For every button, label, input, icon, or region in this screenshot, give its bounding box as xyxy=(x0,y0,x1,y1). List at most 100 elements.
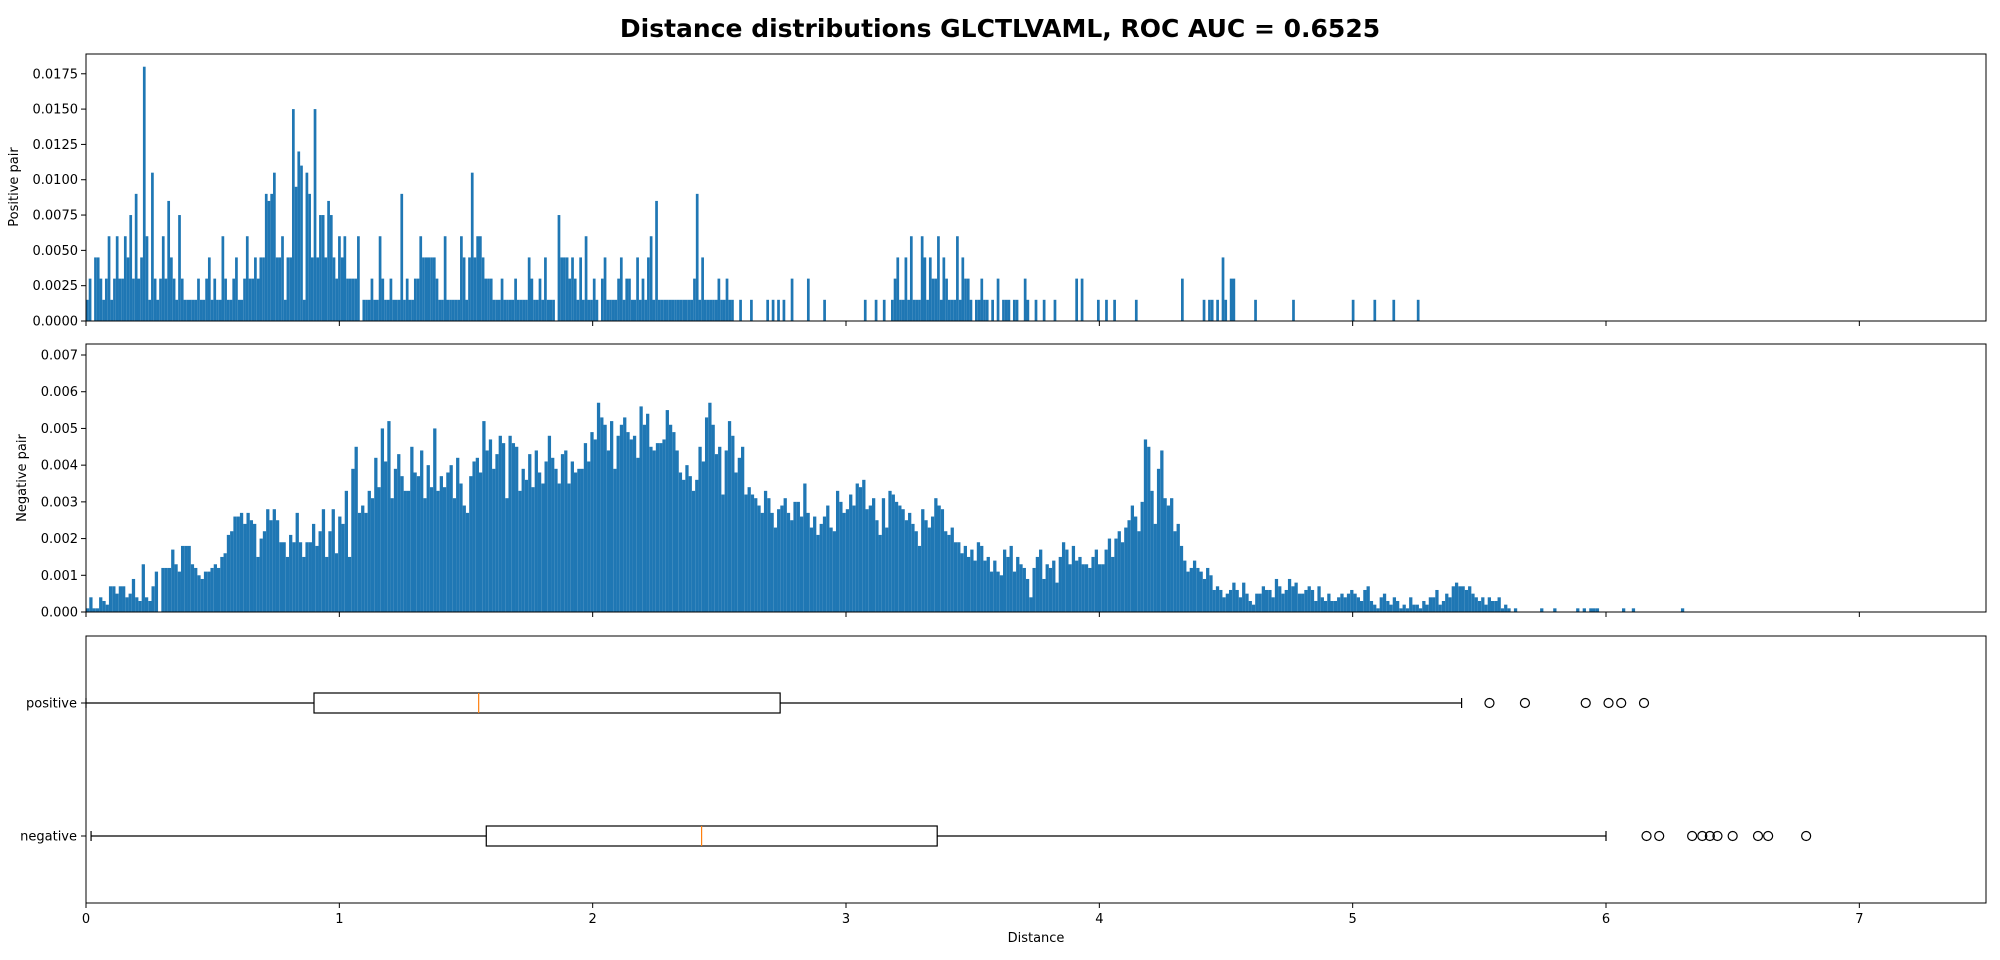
negative-histogram-bar xyxy=(780,505,784,612)
negative-histogram-bar xyxy=(1304,589,1308,612)
negative-histogram-bars xyxy=(86,402,1685,612)
negative-histogram-bar xyxy=(328,531,332,612)
positive-histogram-bar xyxy=(186,299,189,321)
positive-histogram-bar xyxy=(411,299,414,321)
negative-histogram-bar xyxy=(1445,593,1449,612)
negative-histogram-bar xyxy=(1238,597,1243,612)
negative-histogram-bar xyxy=(1379,597,1383,612)
negative-histogram-bar xyxy=(1284,589,1288,612)
negative-x-ticks xyxy=(85,612,1860,617)
negative-histogram-bar xyxy=(1202,578,1207,612)
negative-histogram-bar xyxy=(1212,589,1216,612)
negative-histogram-bar xyxy=(839,501,843,612)
positive-histogram-bar xyxy=(451,299,455,321)
positive-histogram-bar xyxy=(907,299,910,321)
positive-histogram-bar xyxy=(901,299,905,321)
negative-histogram-bar xyxy=(230,531,234,612)
positive-histogram-bar xyxy=(511,299,515,321)
positive-y-tick-label: 0.0100 xyxy=(33,173,79,188)
x-tick-label: 1 xyxy=(335,912,343,927)
positive-histogram-bar xyxy=(327,200,330,321)
positive-histogram-bar xyxy=(126,257,130,321)
positive-histogram-bar xyxy=(606,299,610,321)
negative-histogram-bar xyxy=(1340,593,1344,612)
negative-histogram-bar xyxy=(1412,604,1416,612)
positive-histogram-bar xyxy=(563,257,566,321)
negative-histogram-bar xyxy=(298,542,303,612)
negative-histogram-bar xyxy=(888,490,892,612)
negative-histogram-bar xyxy=(1310,589,1315,612)
positive-histogram-bar xyxy=(573,278,577,321)
positive-histogram-bar xyxy=(980,278,984,321)
negative-histogram-bar xyxy=(1504,604,1508,612)
positive-histogram-bar xyxy=(384,299,387,321)
positive-histogram-bar xyxy=(389,278,393,321)
negative-histogram-bar xyxy=(105,604,109,612)
negative-histogram-bar xyxy=(1363,589,1367,612)
positive-histogram-bar xyxy=(595,299,599,321)
negative-histogram-bar xyxy=(819,523,823,612)
positive-histogram-bar xyxy=(647,257,650,321)
positive-histogram-bar xyxy=(630,299,634,321)
negative-histogram-bar xyxy=(1402,604,1406,612)
negative-histogram-bar xyxy=(282,542,286,612)
positive-histogram-bar xyxy=(278,257,282,321)
negative-histogram-bar xyxy=(1268,589,1272,612)
negative-histogram-bar xyxy=(1576,608,1580,612)
negative-histogram-bar xyxy=(845,509,850,612)
positive-histogram-bar xyxy=(172,278,176,321)
negative-histogram-bar xyxy=(465,512,470,612)
negative-histogram-bar xyxy=(534,450,538,612)
negative-histogram-bar xyxy=(1287,578,1292,612)
negative-histogram-bar xyxy=(1382,593,1387,612)
positive-histogram-bar xyxy=(1080,278,1084,321)
negative-histogram-bar xyxy=(593,439,597,612)
positive-histogram-bar xyxy=(600,278,604,321)
positive-histogram-bar xyxy=(1034,299,1038,321)
negative-histogram-bar xyxy=(341,523,345,612)
negative-histogram-bar xyxy=(1451,586,1455,612)
negative-histogram-bar xyxy=(1553,608,1557,612)
negative-histogram-bar xyxy=(636,457,640,612)
negative-histogram-bar xyxy=(714,454,719,612)
negative-plot-frame xyxy=(85,343,1987,613)
negative-histogram-bar xyxy=(816,534,820,612)
positive-histogram-bar xyxy=(541,299,545,321)
positive-histogram-bar xyxy=(668,299,672,321)
negative-histogram-bar xyxy=(1464,589,1469,612)
negative-histogram-bar xyxy=(796,501,800,612)
negative-histogram-bar xyxy=(953,542,958,612)
negative-histogram-bar xyxy=(881,498,886,612)
negative-histogram-bar xyxy=(750,494,755,612)
negative-histogram-bar xyxy=(754,498,758,612)
negative-histogram-bar xyxy=(1120,542,1125,612)
positive-y-tick-label: 0.0050 xyxy=(33,244,79,259)
x-axis-label: Distance xyxy=(1008,931,1065,946)
negative-histogram-bar xyxy=(1140,501,1144,612)
negative-histogram-bar xyxy=(1022,567,1026,612)
negative-histogram-bar xyxy=(1242,582,1246,612)
positive-histogram-bar xyxy=(286,257,290,321)
negative-histogram-bar xyxy=(1386,600,1390,612)
positive-histogram-bar xyxy=(679,299,683,321)
positive-histogram-bar xyxy=(1015,299,1019,321)
positive-histogram-bar xyxy=(403,299,406,321)
positive-histogram-bar xyxy=(722,299,726,321)
negative-histogram-bar xyxy=(239,512,244,612)
positive-histogram-bar xyxy=(1232,278,1236,321)
positive-histogram-bar xyxy=(633,299,637,321)
negative-histogram-bar xyxy=(210,567,214,612)
positive-histogram-bar xyxy=(275,257,279,321)
positive-histogram-bar xyxy=(153,278,157,321)
negative-histogram-bar xyxy=(580,468,584,612)
negative-histogram-bar xyxy=(351,468,355,612)
negative-histogram-bar xyxy=(213,564,218,612)
positive-histogram-bar xyxy=(1351,299,1355,321)
positive-histogram-bar xyxy=(619,257,623,321)
positive-histogram-bar xyxy=(934,278,938,321)
positive-histogram-bar xyxy=(909,236,913,321)
negative-histogram-bar xyxy=(302,556,306,612)
positive-histogram-bar xyxy=(947,299,951,321)
negative-histogram-bar xyxy=(505,498,509,612)
negative-histogram-bar xyxy=(122,586,126,612)
